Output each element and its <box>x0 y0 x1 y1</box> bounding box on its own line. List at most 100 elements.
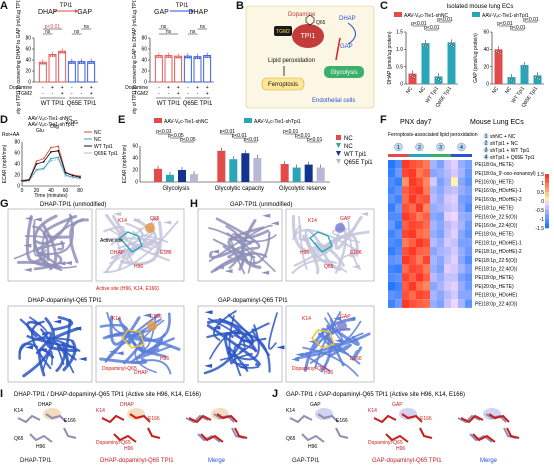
c1-data-point <box>450 44 453 47</box>
c2-data-point <box>521 65 524 68</box>
c1-data-point <box>426 46 429 49</box>
g-residue-bottom: Dopaminyl-Q65 <box>102 366 137 372</box>
h-top-strand-arrow-icon <box>261 270 270 275</box>
a2-row-sign: + <box>206 91 209 97</box>
f-row-label: PE(18:1p_HDoHE)-2 <box>475 249 522 255</box>
g-bottom-ribbon <box>52 315 74 332</box>
f-heat-cell <box>423 238 430 247</box>
e-sig-label: p<0.05 <box>180 137 196 143</box>
f-heat-cell <box>444 255 451 265</box>
i-stick-label-2: K14 <box>96 408 105 414</box>
h-bottom-ribbon <box>227 313 255 344</box>
c2-data-point <box>495 50 498 53</box>
c1-y-tick-label: 0.5 <box>396 64 403 70</box>
a2-row-sign: - <box>187 91 189 97</box>
f-row-label: PE(18:0p_22:4(O)) <box>475 301 518 307</box>
f-heat-cell <box>465 212 472 221</box>
a2-sig-label: ns <box>200 24 206 30</box>
a1-y-tick-label: 20 <box>25 69 31 75</box>
a1-data-point <box>53 55 56 57</box>
g-residue-bottom: H96 <box>160 356 169 362</box>
g-zoom-top-strand-arrow-icon <box>163 220 172 225</box>
f-scale-segment <box>545 214 549 220</box>
d-series-point <box>35 169 38 172</box>
i-box2-stick <box>101 414 125 424</box>
f-heat-cell <box>430 255 437 265</box>
f-heat-cell <box>395 160 402 169</box>
h-bottom-strand-arrow-icon <box>276 345 285 350</box>
i-stick-label-1: DHAP <box>38 402 53 408</box>
f-heat-cell <box>409 194 416 204</box>
a2-y-tick-label: 20 <box>141 69 147 75</box>
c1-data-point <box>437 78 440 81</box>
f-heat-cell <box>395 203 402 213</box>
c2-sig-label: p<0.01 <box>523 17 539 23</box>
panel-a: A DHAP GAP TPI1 0 20 40 60 80 Activity of TPI1 i… <box>0 0 236 114</box>
f-heat-cell <box>416 299 423 308</box>
f-row-label: PE(18:0p_HDoHE) <box>475 293 518 299</box>
f-heat-cell <box>437 281 444 291</box>
panel-g-structures: DHAP-TPI1 (unmodified) K14 Q65 E166 H96 DHAP A… <box>7 202 185 383</box>
c1-data-point <box>409 74 412 77</box>
f-heat-cell <box>395 238 402 247</box>
f-legend-circle <box>483 154 489 160</box>
a2-tpi-label: TPI1 <box>176 3 189 9</box>
a2-data-point <box>179 56 182 59</box>
c2-data-point <box>508 78 511 81</box>
d-y-tick-label: 40 <box>14 162 20 168</box>
i-box3-stick <box>216 413 238 423</box>
c1-y-tick-label: 0 <box>400 82 403 88</box>
a2-bar <box>164 55 173 83</box>
j-title: GAP-TPI1 / GAP-dopaminyl-Q65 TPI1 (Activ… <box>286 392 465 398</box>
j-box1-stick <box>289 414 313 424</box>
h-dopaminyl-residue <box>311 329 335 349</box>
h-top-ribbon <box>222 243 249 262</box>
a1-row-sign: + <box>61 85 64 91</box>
f-heat-cell <box>423 299 430 308</box>
f-heat-cell <box>465 177 472 187</box>
a1-tpi-label: TPI1 <box>60 3 73 9</box>
f-scale-segment <box>545 196 549 202</box>
j-stick-label-2: E166 <box>420 416 432 422</box>
e-legend-swatch-1 <box>154 118 162 123</box>
f-heat-cell <box>430 229 437 239</box>
a2-data-point <box>169 56 172 58</box>
f-heat-cell <box>402 203 409 213</box>
a1-y-tick-label: 80 <box>25 36 31 42</box>
e-sig-label: p<0.05 <box>168 133 184 139</box>
f-heat-cell <box>437 168 444 178</box>
tgm2-label: TGM2 <box>276 29 290 35</box>
f-heat-cell <box>402 273 409 282</box>
f-heat-cell <box>423 194 430 204</box>
d-y-tick-label: 80 <box>14 140 20 146</box>
h-top-strand-arrow-icon <box>224 269 233 274</box>
h-residue-top: Q65 <box>324 264 334 270</box>
g-top-ribbon <box>16 260 62 269</box>
f-heat-cell <box>430 281 437 291</box>
a1-bar <box>58 50 67 83</box>
h-top-strand-arrow-icon <box>270 221 279 226</box>
e-legend-swatch-2 <box>244 118 252 123</box>
h-bottom-strand-arrow-icon <box>204 310 213 315</box>
f-heat-cell <box>465 299 472 308</box>
e-legend-label-2: AAV-Vₑc-Tie1-shTpi1 <box>254 119 301 125</box>
d-series-point <box>57 145 60 148</box>
d-x-tick-label: 40 <box>48 188 54 194</box>
a1-row-sign: + <box>90 85 93 91</box>
d-y-tick-label: 60 <box>14 151 20 157</box>
f-heat-cell <box>437 290 444 300</box>
d-series-point <box>50 146 52 149</box>
f-group-bar <box>388 154 409 157</box>
a2-data-point <box>188 56 191 59</box>
f-heat-cell <box>444 238 451 247</box>
f-heat-cell <box>409 177 416 187</box>
a1-row-sign: - <box>42 85 44 91</box>
f-group-number: 4 <box>460 145 463 151</box>
f-heat-cell <box>430 238 437 247</box>
f-heat-cell <box>430 220 437 230</box>
j-box3-stick <box>460 414 484 424</box>
g-zoom-top-ribbon <box>110 240 160 260</box>
f-row-label: PE(18:1p_22:4(O)) <box>475 266 518 272</box>
a2-y-tick-label: 80 <box>141 36 147 42</box>
h-title-bottom: GAP-dopaminyl-Q65 TPI1 <box>218 298 288 304</box>
